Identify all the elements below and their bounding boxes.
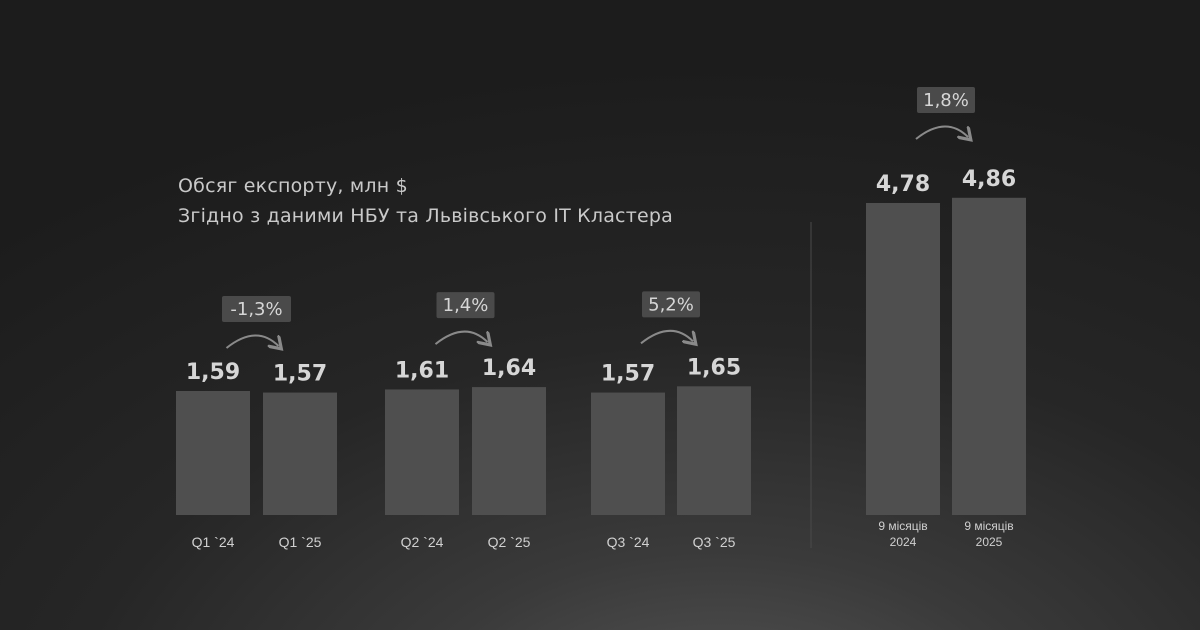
change-arrow-icon <box>225 334 279 348</box>
category-label: 9 місяців <box>878 519 927 533</box>
category-label: 2025 <box>976 535 1003 549</box>
value-label: 1,57 <box>273 362 327 387</box>
bar <box>952 197 1026 515</box>
value-label: 1,64 <box>482 356 536 381</box>
value-label: 1,59 <box>186 360 240 385</box>
value-label: 1,57 <box>601 362 655 387</box>
change-label: 1,4% <box>443 295 489 316</box>
bar <box>176 391 250 515</box>
bar <box>591 392 665 515</box>
change-arrow-icon <box>915 125 968 139</box>
change-badge <box>917 87 975 113</box>
category-label: 9 місяців <box>964 519 1013 533</box>
category-label: Q2 `24 <box>401 534 444 550</box>
change-label: -1,3% <box>230 299 282 320</box>
change-label: 1,8% <box>923 90 969 111</box>
category-label: 2024 <box>890 535 917 549</box>
category-label: Q1 `24 <box>192 534 235 550</box>
change-arrow-icon <box>434 330 488 345</box>
change-label: 5,2% <box>648 294 694 315</box>
category-label: Q3 `24 <box>607 534 650 550</box>
bar <box>866 203 940 515</box>
chart-title: Обсяг експорту, млн $ <box>178 175 408 197</box>
change-arrow-icon <box>640 329 693 344</box>
bar <box>677 386 751 515</box>
category-label: Q2 `25 <box>488 534 531 550</box>
value-label: 4,78 <box>876 172 930 197</box>
change-badge <box>436 292 495 319</box>
change-badge <box>222 296 291 322</box>
category-label: Q3 `25 <box>693 534 736 550</box>
value-label: 4,86 <box>962 167 1016 192</box>
change-badge <box>642 291 700 318</box>
value-label: 1,61 <box>395 358 449 383</box>
bar <box>385 389 459 515</box>
chart-subtitle: Згідно з даними НБУ та Львівського IT Кл… <box>178 205 673 227</box>
value-label: 1,65 <box>687 355 741 380</box>
category-label: Q1 `25 <box>279 534 322 550</box>
bar <box>263 392 337 515</box>
bar <box>472 387 546 515</box>
